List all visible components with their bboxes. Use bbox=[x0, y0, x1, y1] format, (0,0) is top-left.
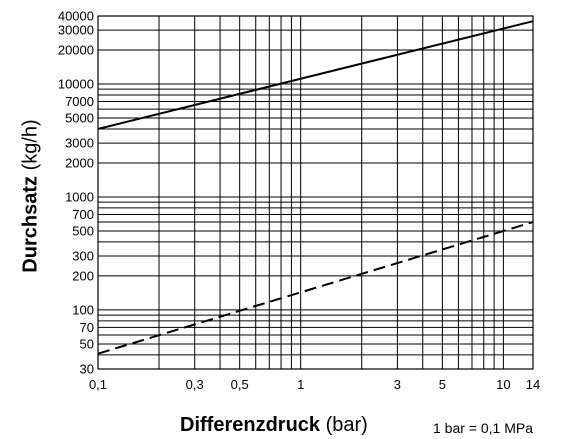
y-tick-label: 100 bbox=[72, 302, 94, 317]
x-tick-label: 14 bbox=[526, 377, 540, 392]
y-tick-label: 7000 bbox=[65, 94, 94, 109]
y-tick-label: 200 bbox=[72, 268, 94, 283]
x-tick-label: 0,5 bbox=[231, 377, 249, 392]
grid-lines bbox=[97, 15, 534, 370]
y-axis-title-unit: (kg/h) bbox=[19, 119, 42, 171]
x-tick-label: 0,3 bbox=[186, 377, 204, 392]
y-tick-label: 5000 bbox=[65, 111, 94, 126]
x-tick-label: 10 bbox=[496, 377, 510, 392]
x-axis-title-bold: Differenzdruck bbox=[180, 414, 321, 436]
y-tick-label: 40000 bbox=[58, 9, 94, 24]
x-tick-label: 0,1 bbox=[89, 377, 107, 392]
y-tick-label: 30 bbox=[80, 362, 94, 377]
y-tick-label: 300 bbox=[72, 249, 94, 264]
series-lines bbox=[97, 20, 534, 355]
unit-note: 1 bar = 0,1 MPa bbox=[433, 420, 534, 436]
x-tick-labels: 0,1 0,3 0,5 1 3 5 10 14 bbox=[89, 377, 540, 392]
y-tick-label: 1000 bbox=[65, 189, 94, 204]
series-line-dashed bbox=[97, 221, 534, 355]
x-tick-label: 3 bbox=[394, 377, 401, 392]
y-tick-label: 2000 bbox=[65, 155, 94, 170]
plot-frame bbox=[97, 15, 534, 370]
y-tick-label: 20000 bbox=[58, 43, 94, 58]
series-line-solid bbox=[97, 20, 534, 130]
y-tick-label: 50 bbox=[80, 336, 94, 351]
y-tick-label: 500 bbox=[72, 223, 94, 238]
y-tick-label: 10000 bbox=[58, 77, 94, 92]
x-axis-title: Differenzdruck (bar) bbox=[180, 414, 368, 437]
y-axis-title: Durchsatz (kg/h) bbox=[20, 119, 43, 272]
x-axis-title-unit: (bar) bbox=[325, 414, 368, 436]
y-tick-label: 700 bbox=[72, 207, 94, 222]
x-tick-label: 1 bbox=[297, 377, 304, 392]
x-tick-label: 5 bbox=[439, 377, 446, 392]
y-tick-label: 70 bbox=[80, 320, 94, 335]
y-tick-label: 30000 bbox=[58, 23, 94, 38]
y-tick-label: 3000 bbox=[65, 136, 94, 151]
y-axis-title-bold: Durchsatz bbox=[19, 175, 42, 273]
